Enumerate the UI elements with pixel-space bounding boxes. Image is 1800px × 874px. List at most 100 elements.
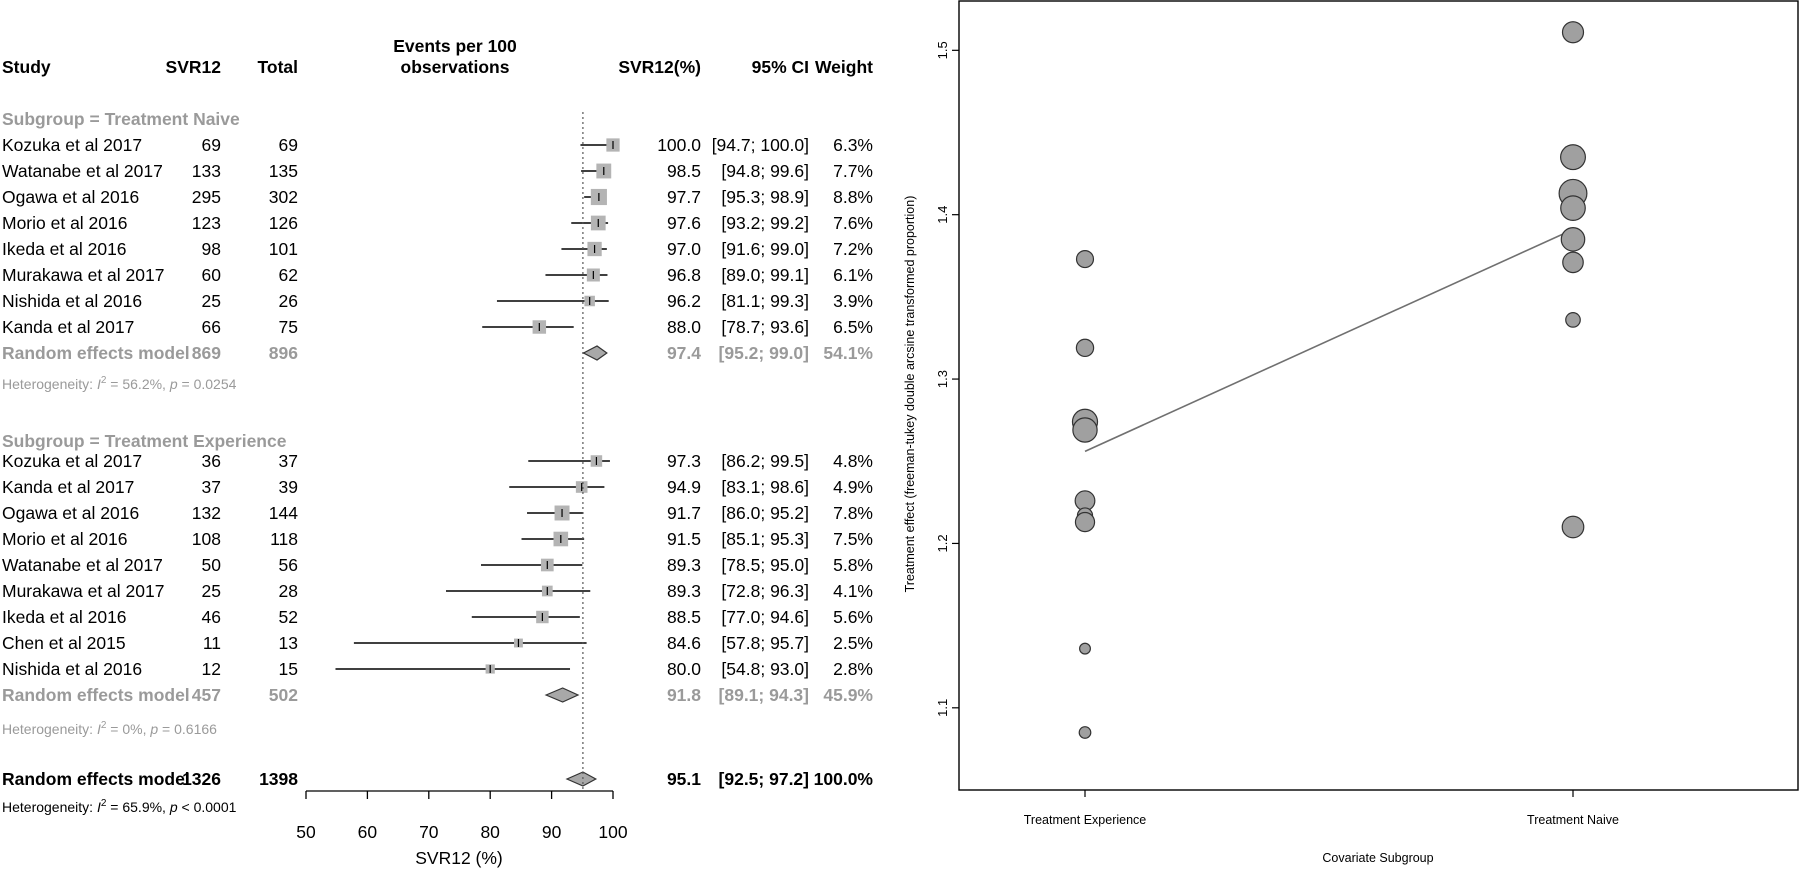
header-weight: Weight (815, 57, 873, 77)
weight-value: 100.0% (814, 769, 874, 789)
ci-value: [57.8; 95.7] (721, 633, 809, 653)
ci-value: [78.5; 95.0] (721, 555, 809, 575)
study-name: Ogawa et al 2016 (2, 503, 139, 523)
y-tick-label: 1.4 (935, 206, 950, 224)
weight-value: 4.1% (833, 581, 873, 601)
x-tick-label: Treatment Experience (1024, 813, 1147, 827)
estimate-value: 91.5 (667, 529, 701, 549)
header-ci: 95% CI (752, 57, 809, 77)
y-tick-label: 1.5 (935, 41, 950, 59)
x-tick-label: 90 (542, 822, 562, 842)
total-value: 26 (279, 291, 298, 311)
estimate-value: 97.7 (667, 187, 701, 207)
x-tick-label: Treatment Naive (1527, 813, 1619, 827)
total-value: 28 (279, 581, 298, 601)
total-value: 118 (270, 529, 298, 549)
study-name: Nishida et al 2016 (2, 659, 142, 679)
study-row: Chen et al 2015 11 13 84.6 [57.8; 95.7] 2.5% (2, 633, 873, 653)
weight-value: 2.5% (833, 633, 873, 653)
study-row: Ogawa et al 2016 132 144 91.7 [86.0; 95.2] 7.… (2, 503, 873, 523)
total-value: 15 (279, 659, 298, 679)
study-name: Watanabe et al 2017 (2, 161, 163, 181)
events-value: 132 (192, 503, 221, 523)
regression-line (1084, 228, 1574, 453)
pooled-diamond (565, 771, 598, 787)
total-value: 101 (269, 239, 298, 259)
study-name: Ikeda et al 2016 (2, 239, 127, 259)
events-value: 46 (202, 607, 221, 627)
weight-value: 6.1% (833, 265, 873, 285)
weight-value: 5.6% (833, 607, 873, 627)
events-value: 66 (202, 317, 221, 337)
study-name: Kozuka et al 2017 (2, 135, 142, 155)
estimate-value: 88.0 (667, 317, 701, 337)
meta-point (1560, 195, 1586, 221)
weight-value: 45.9% (823, 685, 873, 705)
study-row: Ogawa et al 2016 295 302 97.7 [95.3; 98.9] 8.… (2, 187, 873, 207)
meta-point (1078, 726, 1092, 739)
subgroup-rows-naive: Kozuka et al 2017 69 69 100.0 [94.7; 100.0] 6… (2, 135, 873, 363)
events-value: 60 (202, 265, 222, 285)
x-tick-label: 100 (598, 822, 627, 842)
total-value: 502 (269, 685, 298, 705)
study-row: Watanabe et al 2017 50 56 89.3 [78.5; 95.0] 5… (2, 555, 873, 575)
ci-value: [81.1; 99.3] (721, 291, 809, 311)
ci-value: [77.0; 94.6] (721, 607, 809, 627)
forest-plot: Study SVR12 Total Events per 100 observa… (2, 36, 873, 868)
total-value: 37 (279, 451, 298, 471)
meta-point (1561, 21, 1585, 44)
estimate-value: 91.7 (667, 503, 701, 523)
meta-regression-plot: 1.11.21.31.41.5 Treatment Experience Trea… (903, 0, 1799, 865)
ci-value: [92.5; 97.2] (719, 769, 809, 789)
events-value: 295 (192, 187, 221, 207)
plot-frame (958, 0, 1799, 791)
events-value: 25 (202, 291, 221, 311)
weight-value: 54.1% (823, 343, 873, 363)
x-tick-label: 60 (358, 822, 378, 842)
study-row: Watanabe et al 2017 133 135 98.5 [94.8; 99.6… (2, 161, 873, 181)
header-plot-line1: Events per 100 (393, 36, 517, 56)
events-value: 457 (192, 685, 221, 705)
estimate-value: 97.4 (667, 343, 701, 363)
study-name: Random effects model (2, 769, 190, 789)
total-value: 126 (269, 213, 298, 233)
ci-value: [72.8; 96.3] (721, 581, 809, 601)
study-name: Random effects model (2, 685, 190, 705)
study-name: Kozuka et al 2017 (2, 451, 142, 471)
estimate-value: 98.5 (667, 161, 701, 181)
meta-points (1071, 21, 1588, 739)
meta-point (1079, 642, 1091, 655)
study-row: Kozuka et al 2017 69 69 100.0 [94.7; 100.0] 6… (2, 135, 873, 155)
meta-y-axis: 1.1 1.2 1.3 1.4 1.5 (935, 41, 959, 717)
pooled-diamond (582, 345, 608, 361)
events-value: 11 (203, 633, 221, 653)
meta-y-axis-label: Treatment effect (freeman-tukey double a… (903, 196, 917, 593)
ci-value: [85.1; 95.3] (721, 529, 809, 549)
x-tick-label: 50 (296, 822, 316, 842)
ci-value: [93.2; 99.2] (721, 213, 809, 233)
study-name: Morio et al 2016 (2, 529, 128, 549)
total-value: 75 (279, 317, 298, 337)
study-row: Kanda et al 2017 66 75 88.0 [78.7; 93.6] 6.5% (2, 317, 873, 337)
estimate-value: 96.8 (667, 265, 701, 285)
study-row: Morio et al 2016 108 118 91.5 [85.1; 95.3] 7.… (2, 529, 873, 549)
header-total: Total (257, 57, 298, 77)
header-estimate: SVR12(%) (618, 57, 701, 77)
y-tick-label: 1.1 (935, 699, 950, 717)
study-row: Kozuka et al 2017 36 37 97.3 [86.2; 99.5] 4.8… (2, 451, 873, 471)
estimate-value: 97.6 (667, 213, 701, 233)
meta-point (1075, 249, 1095, 269)
study-name: Chen et al 2015 (2, 633, 126, 653)
study-name: Ikeda et al 2016 (2, 607, 127, 627)
pooled-diamond (544, 687, 580, 703)
weight-value: 7.6% (833, 213, 873, 233)
study-name: Kanda et al 2017 (2, 477, 134, 497)
ci-value: [54.8; 93.0] (721, 659, 809, 679)
study-row: Nishida et al 2016 25 26 96.2 [81.1; 99.3] 3.… (2, 291, 873, 311)
study-row: Murakawa et al 2017 25 28 89.3 [72.8; 96.3] 4… (2, 581, 873, 601)
total-value: 52 (279, 607, 298, 627)
events-value: 25 (202, 581, 221, 601)
study-row: Nishida et al 2016 12 15 80.0 [54.8; 93.0] 2.… (2, 659, 873, 679)
